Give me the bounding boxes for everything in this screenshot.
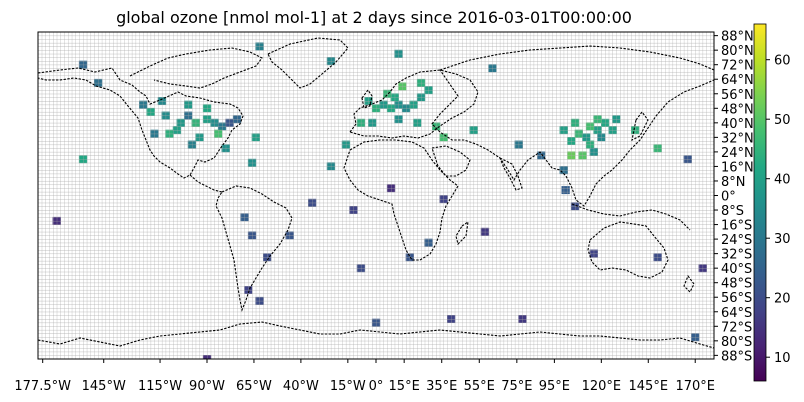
colorbar-ticks: 10 20 30 40 50 60	[766, 54, 791, 366]
colorbar: 10 20 30 40 50 60	[753, 23, 791, 382]
colorbar-tick-label: 50	[774, 113, 791, 128]
y-tick-label: 56°S	[721, 291, 752, 306]
coastline-arabia	[431, 145, 471, 177]
y-tick-label: 72°N	[721, 59, 754, 74]
chart-title: global ozone [nmol mol-1] at 2 days sinc…	[116, 8, 632, 27]
x-axis-ticks: 177.5°W 145°W 115°W 90°W 65°W 40°W 15°W 0° 15°E 3…	[14, 359, 715, 394]
x-tick-label: 75°E	[501, 379, 532, 394]
colorbar-tick-label: 10	[774, 351, 791, 366]
colorbar-tick-label: 60	[774, 54, 791, 69]
y-tick-label: 64°N	[721, 73, 754, 88]
map-plot-area	[38, 32, 714, 359]
y-tick-label: 48°S	[721, 277, 752, 292]
coastline-madagascar	[455, 220, 469, 246]
y-tick-label: 88°S	[721, 349, 752, 364]
coastline-antarctica	[38, 321, 714, 349]
y-tick-label: 0°	[721, 190, 736, 205]
x-tick-label: 40°W	[283, 379, 319, 394]
x-tick-label: 170°E	[675, 379, 715, 394]
x-tick-label: 0°	[369, 379, 384, 394]
coastline-europe	[349, 69, 479, 139]
y-tick-label: 32°S	[721, 248, 752, 263]
y-tick-label: 48°N	[721, 102, 754, 117]
coastline-uk	[361, 89, 373, 109]
coastline-japan	[631, 111, 649, 141]
colorbar-gradient	[753, 23, 767, 382]
y-tick-label: 80°N	[721, 44, 754, 59]
y-tick-label: 32°N	[721, 131, 754, 146]
coastlines-layer	[38, 37, 714, 349]
x-tick-label: 120°E	[582, 379, 622, 394]
y-axis-ticks: 88°N80°N72°N64°N56°N48°N40°N32°N24°N16°N…	[714, 30, 754, 364]
x-tick-label: 15°W	[330, 379, 366, 394]
x-tick-label: 15°E	[389, 379, 420, 394]
y-tick-label: 40°S	[721, 262, 752, 277]
x-tick-label: 35°E	[426, 379, 457, 394]
colorbar-tick-label: 30	[774, 232, 791, 247]
coastline-australia	[587, 221, 669, 279]
y-tick-label: 72°S	[721, 320, 752, 335]
x-tick-label: 95°E	[539, 379, 570, 394]
x-tick-label: 145°W	[82, 379, 126, 394]
coastline-south-america	[215, 185, 293, 312]
x-tick-label: 55°E	[464, 379, 495, 394]
y-tick-label: 80°S	[721, 335, 752, 350]
coastline-greenland	[267, 37, 349, 89]
x-tick-label: 115°W	[138, 379, 182, 394]
y-tick-label: 88°N	[721, 30, 754, 45]
x-tick-label: 145°E	[629, 379, 669, 394]
coastline-africa	[343, 139, 459, 261]
coastline-arctic-canada	[129, 47, 263, 89]
y-tick-label: 40°N	[721, 117, 754, 132]
x-tick-label: 90°W	[189, 379, 225, 394]
coastline-north-america	[38, 67, 244, 179]
x-tick-label: 65°W	[236, 379, 272, 394]
y-tick-label: 8°S	[721, 204, 744, 219]
y-tick-label: 24°S	[721, 233, 752, 248]
colorbar-tick-label: 20	[774, 292, 791, 307]
y-tick-label: 24°N	[721, 146, 754, 161]
coastline-india	[498, 156, 523, 191]
coastline-indonesia	[571, 203, 691, 231]
coastline-new-zealand	[683, 274, 695, 293]
y-tick-label: 16°S	[721, 219, 752, 234]
y-tick-label: 56°N	[721, 88, 754, 103]
y-tick-label: 64°S	[721, 306, 752, 321]
coastline-central-america	[189, 174, 223, 193]
y-tick-label: 16°N	[721, 160, 754, 175]
map-grid-lines	[38, 32, 714, 359]
x-tick-label: 177.5°W	[14, 379, 71, 394]
coastline-asia	[431, 45, 714, 207]
y-tick-label: 8°N	[721, 175, 746, 190]
colorbar-tick-label: 40	[774, 173, 791, 188]
